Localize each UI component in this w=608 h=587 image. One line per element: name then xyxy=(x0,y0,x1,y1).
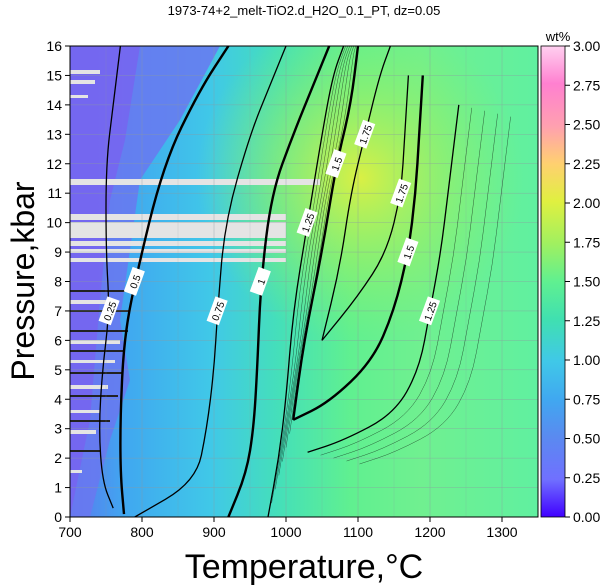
x-tick-label: 800 xyxy=(130,524,154,540)
colorbar-tick-label: 0.25 xyxy=(573,470,600,486)
contour-label-bg xyxy=(418,296,441,326)
heatmap-field xyxy=(70,46,538,517)
missing-data-band xyxy=(70,214,286,220)
minor-contour-line xyxy=(320,107,473,456)
colorbar-tick-label: 1.00 xyxy=(573,352,600,368)
y-tick-label: 7 xyxy=(54,303,62,319)
minor-contour-line xyxy=(278,46,351,476)
contour-lines xyxy=(99,46,460,517)
colorbar-ticks: 0.00 0.25 0.50 0.75 1.00 1.25 1.50 1.75 2.00 2.25… xyxy=(565,38,600,525)
colorbar-label: wt% xyxy=(545,29,571,44)
y-tick-label: 14 xyxy=(46,97,62,113)
minor-contour-line xyxy=(285,46,355,448)
contour-line xyxy=(321,46,392,341)
y-tick-label: 2 xyxy=(54,450,62,466)
contour-label: 0.5 xyxy=(123,266,145,296)
colorbar-tick-label: 0.75 xyxy=(573,391,600,407)
minor-contour-line xyxy=(271,46,346,504)
y-tick-label: 5 xyxy=(54,362,62,378)
contour-line xyxy=(292,46,360,421)
colorbar-tick-label: 3.00 xyxy=(573,38,600,54)
x-tick-label: 1300 xyxy=(486,524,517,540)
colorbar-tick-label: 0.50 xyxy=(573,431,600,447)
colorbar-tick-label: 2.25 xyxy=(573,156,600,172)
colorbar-tick-label: 2.75 xyxy=(573,77,600,93)
y-tick-label: 15 xyxy=(46,67,62,83)
y-tick-label: 16 xyxy=(46,38,62,54)
y-tick-label: 1 xyxy=(54,480,62,496)
y-tick-label: 11 xyxy=(47,185,62,201)
minor-contour-lines xyxy=(271,46,511,504)
y-tick-label: 10 xyxy=(46,215,62,231)
contour-label: 1.5 xyxy=(325,149,347,179)
contour-label-text: 1.5 xyxy=(402,244,417,261)
colorbar-tick-label: 1.25 xyxy=(573,313,600,329)
minor-contour-line xyxy=(282,46,353,462)
contour-label-text: 1.5 xyxy=(330,155,345,172)
colorbar-tick-label: 0.00 xyxy=(573,509,600,525)
missing-data-band xyxy=(70,222,286,238)
x-tick-label: 700 xyxy=(58,524,82,540)
y-axis-label: Pressure,kbar xyxy=(5,181,41,381)
x-tick-label: 1000 xyxy=(270,524,301,540)
contour-line xyxy=(292,75,424,421)
y-tick-label: 12 xyxy=(46,156,62,172)
colorbar xyxy=(540,45,566,518)
contour-label-bg xyxy=(98,296,120,326)
contour-line xyxy=(99,46,122,509)
contour-label-bg xyxy=(390,178,412,208)
missing-data-band xyxy=(70,249,286,253)
y-tick-label: 6 xyxy=(54,332,62,348)
chart-title: 1973-74+2_melt-TiO2.d_H2O_0.1_PT, dz=0.0… xyxy=(168,3,441,18)
contour-label: 1 xyxy=(249,266,271,296)
missing-data-band xyxy=(70,241,286,246)
colorbar-tick-label: 1.75 xyxy=(573,234,600,250)
minor-contour-line xyxy=(346,113,498,462)
contour-label-text: 0.5 xyxy=(129,273,144,290)
contour-label-bg xyxy=(206,296,228,326)
y-tick-label: 3 xyxy=(54,421,62,437)
contour-label-bg xyxy=(397,237,419,267)
x-tick-label: 1200 xyxy=(414,524,445,540)
contour-line xyxy=(267,46,345,517)
contour-line xyxy=(119,46,230,515)
contour-label: 1.5 xyxy=(397,237,419,267)
y-tick-label: 13 xyxy=(46,126,62,142)
contour-label-bg xyxy=(296,208,318,237)
contour-line xyxy=(134,46,287,517)
y-tick-label: 0 xyxy=(54,509,62,525)
missing-data-band xyxy=(70,179,320,185)
missing-data-band xyxy=(70,258,286,262)
x-axis: 700 800 900 1000 1100 1200 1300 xyxy=(58,517,518,540)
x-axis-label: Temperature,°C xyxy=(185,548,423,586)
minor-contour-line xyxy=(274,46,348,490)
minor-contour-line xyxy=(289,46,357,434)
contour-label-bg xyxy=(123,266,145,296)
contour-label-bg xyxy=(354,119,376,149)
contour-label-text: 1 xyxy=(256,277,268,286)
contour-line xyxy=(307,104,460,453)
colorbar-tick-label: 2.00 xyxy=(573,195,600,211)
contour-label-bg xyxy=(249,266,271,296)
y-tick-label: 9 xyxy=(54,244,62,260)
colorbar-tick-label: 1.50 xyxy=(573,274,600,290)
contour-line xyxy=(321,75,410,341)
minor-contour-line xyxy=(333,110,485,459)
contour-label-bg xyxy=(325,149,347,179)
y-tick-label: 4 xyxy=(54,391,62,407)
minor-contour-line xyxy=(359,116,511,465)
contour-line xyxy=(227,46,331,517)
x-tick-label: 1100 xyxy=(343,524,373,540)
colorbar-tick-label: 2.50 xyxy=(573,117,600,133)
x-tick-label: 900 xyxy=(202,524,226,540)
y-tick-label: 8 xyxy=(54,274,62,290)
